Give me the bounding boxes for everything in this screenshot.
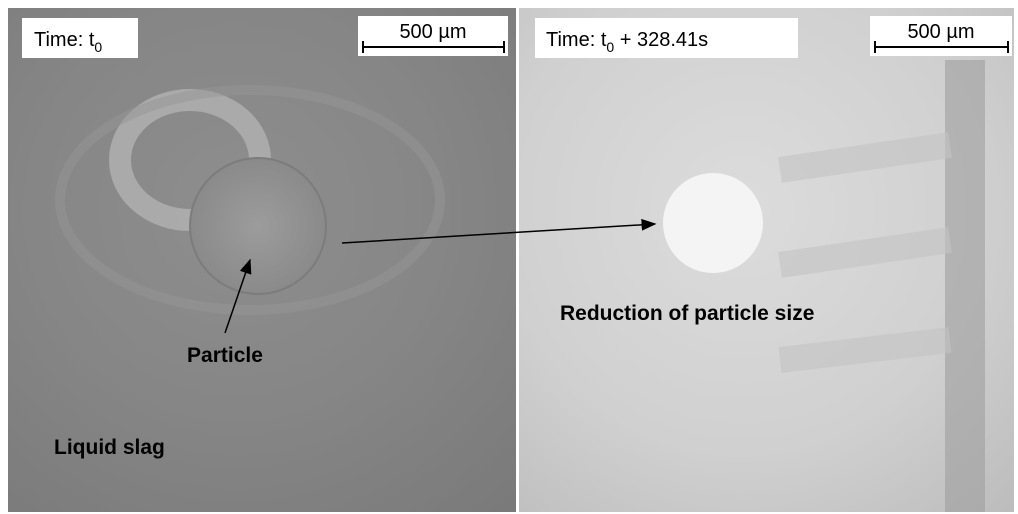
particle-label: Particle	[187, 344, 263, 367]
reduction-label: Reduction of particle size	[560, 302, 814, 325]
scale-bar-label: 500 µm	[907, 21, 974, 43]
scale-bar-label: 500 µm	[399, 21, 466, 43]
left-panel: Time: t0 500 µm Particle Liquid slag	[8, 8, 516, 512]
slag-label: Liquid slag	[54, 436, 165, 459]
right-panel: Time: t0 + 328.41s 500 µm Reduction of p…	[519, 8, 1014, 512]
figure: Time: t0 500 µm Particle Liquid slag Tim…	[0, 0, 1018, 514]
divider	[516, 8, 519, 512]
